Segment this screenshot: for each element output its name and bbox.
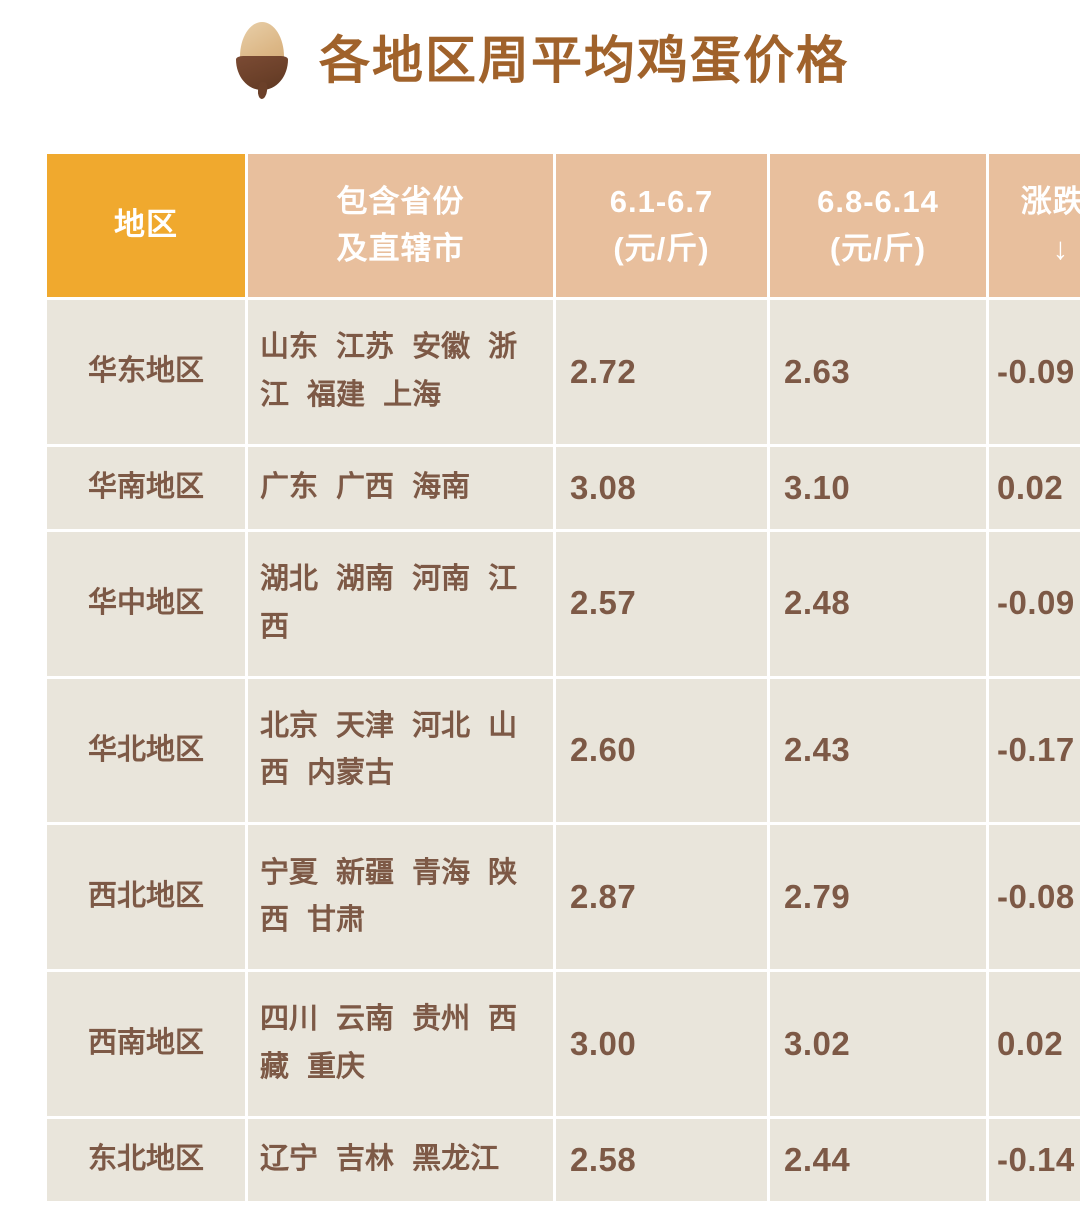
header-cell-week2: 6.8-6.14 (元/斤) [770, 154, 986, 297]
header-week1-unit: (元/斤) [613, 230, 710, 266]
cell-provinces: 四川 云南 贵州 西藏 重庆 [248, 972, 553, 1117]
cell-delta: -0.14 [989, 1119, 1080, 1201]
cell-region: 华东地区 [47, 300, 245, 444]
egg-price-table: 地区 包含省份 及直辖市 6.1-6.7 (元/斤) 6.8-6.14 (元/斤… [44, 151, 1080, 1204]
acorn-stem [257, 81, 268, 100]
cell-week2-price: 2.48 [770, 531, 986, 676]
cell-delta: -0.08 [989, 825, 1080, 970]
acorn-icon [231, 20, 293, 100]
cell-region: 华南地区 [47, 446, 245, 529]
cell-delta: 0.02 [989, 446, 1080, 529]
cell-week1-price: 3.00 [556, 972, 767, 1117]
cell-delta: -0.17 [989, 678, 1080, 823]
cell-region: 西南地区 [47, 972, 245, 1117]
price-table-container: 地区 包含省份 及直辖市 6.1-6.7 (元/斤) 6.8-6.14 (元/斤… [44, 151, 1080, 1204]
table-row: 华北地区 北京 天津 河北 山西 内蒙古 2.60 2.43 -0.17 [47, 678, 1080, 823]
table-row: 华中地区 湖北 湖南 河南 江西 2.57 2.48 -0.09 [47, 531, 1080, 676]
cell-week2-price: 2.79 [770, 825, 986, 970]
cell-provinces: 北京 天津 河北 山西 内蒙古 [248, 678, 553, 823]
header-week2-range: 6.8-6.14 [817, 184, 939, 219]
header-delta-up-arrow-icon: 涨跌↑ [1020, 184, 1080, 219]
header-cell-week1: 6.1-6.7 (元/斤) [556, 154, 767, 297]
table-row: 西北地区 宁夏 新疆 青海 陕西 甘肃 2.87 2.79 -0.08 [47, 825, 1080, 970]
header-delta-down-arrow-icon: ↓ [1052, 230, 1070, 266]
cell-region: 华北地区 [47, 678, 245, 823]
table-header: 地区 包含省份 及直辖市 6.1-6.7 (元/斤) 6.8-6.14 (元/斤… [47, 154, 1080, 297]
cell-region: 西北地区 [47, 825, 245, 970]
cell-provinces: 宁夏 新疆 青海 陕西 甘肃 [248, 825, 553, 970]
cell-week2-price: 3.02 [770, 972, 986, 1117]
cell-region: 华中地区 [47, 531, 245, 676]
header-week2-unit: (元/斤) [829, 230, 927, 266]
page-title: 各地区周平均鸡蛋价格 [318, 31, 849, 89]
header-week1-range: 6.1-6.7 [609, 184, 714, 219]
cell-week1-price: 2.57 [556, 531, 767, 676]
cell-provinces: 广东 广西 海南 [248, 446, 553, 529]
cell-delta: -0.09 [989, 531, 1080, 676]
table-row: 华南地区 广东 广西 海南 3.08 3.10 0.02 [47, 446, 1080, 529]
header-cell-delta: 涨跌↑ ↓ [989, 154, 1080, 297]
cell-week2-price: 2.43 [770, 678, 986, 823]
cell-week1-price: 2.87 [556, 825, 767, 970]
header-provinces-line1: 包含省份 [336, 184, 465, 219]
cell-week2-price: 2.63 [770, 300, 986, 444]
cell-provinces: 山东 江苏 安徽 浙江 福建 上海 [248, 300, 553, 444]
cell-week1-price: 2.58 [556, 1119, 767, 1201]
table-row: 西南地区 四川 云南 贵州 西藏 重庆 3.00 3.02 0.02 [47, 972, 1080, 1117]
cell-delta: 0.02 [989, 972, 1080, 1117]
header-row: 地区 包含省份 及直辖市 6.1-6.7 (元/斤) 6.8-6.14 (元/斤… [47, 154, 1080, 297]
header-region-line1: 地区 [114, 207, 178, 243]
header-cell-region: 地区 [47, 154, 245, 297]
cell-week1-price: 2.60 [556, 678, 767, 823]
cell-week1-price: 2.72 [556, 300, 767, 444]
header-cell-provinces: 包含省份 及直辖市 [248, 154, 553, 297]
cell-provinces: 湖北 湖南 河南 江西 [248, 531, 553, 676]
page-header: 各地区周平均鸡蛋价格 [0, 14, 1080, 106]
table-row: 东北地区 辽宁 吉林 黑龙江 2.58 2.44 -0.14 [47, 1119, 1080, 1201]
table-body: 华东地区 山东 江苏 安徽 浙江 福建 上海 2.72 2.63 -0.09 华… [47, 300, 1080, 1201]
cell-delta: -0.09 [989, 300, 1080, 444]
cell-provinces: 辽宁 吉林 黑龙江 [248, 1119, 553, 1201]
cell-week2-price: 2.44 [770, 1119, 986, 1201]
table-row: 华东地区 山东 江苏 安徽 浙江 福建 上海 2.72 2.63 -0.09 [47, 300, 1080, 444]
cell-region: 东北地区 [47, 1119, 245, 1201]
cell-week2-price: 3.10 [770, 446, 986, 529]
header-provinces-line2: 及直辖市 [336, 230, 465, 266]
cell-week1-price: 3.08 [556, 446, 767, 529]
